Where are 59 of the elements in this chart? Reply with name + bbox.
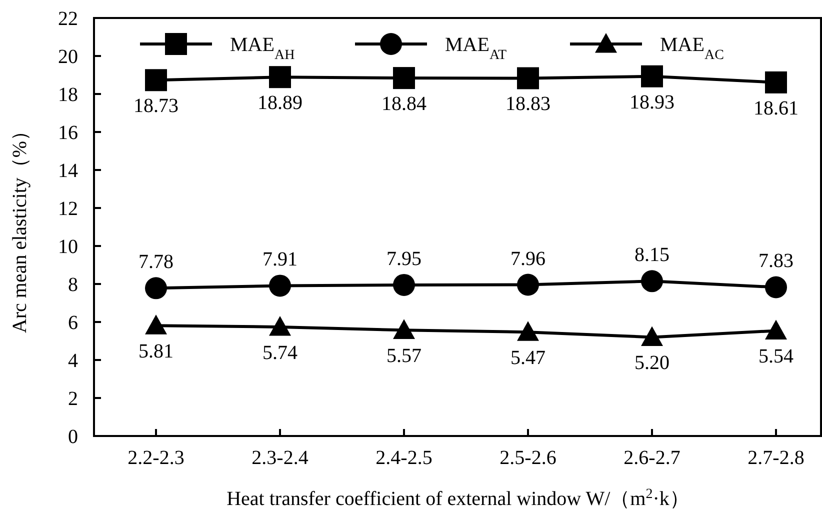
data-label: 8.15 bbox=[634, 244, 670, 266]
data-label: 18.61 bbox=[754, 97, 798, 120]
point bbox=[269, 274, 291, 297]
y-tick-label: 12 bbox=[58, 198, 78, 220]
y-axis-title: Arc mean elasticity（%） bbox=[9, 120, 31, 334]
data-label: 5.54 bbox=[758, 346, 794, 368]
point bbox=[393, 67, 415, 90]
x-tick-label: 2.3-2.4 bbox=[252, 447, 308, 469]
x-tick-label: 2.6-2.7 bbox=[624, 447, 680, 469]
x-axis-title: Heat transfer coefficient of external window W/（m$^{2}$·k） bbox=[226, 486, 690, 510]
data-label: 5.47 bbox=[510, 347, 546, 370]
legend-label: MAE$_{AC}$ bbox=[660, 34, 724, 62]
point bbox=[393, 274, 415, 296]
point bbox=[517, 321, 539, 341]
y-tick-label: 14 bbox=[58, 160, 78, 182]
x-tick-label: 2.4-2.5 bbox=[376, 447, 432, 469]
data-label: 5.81 bbox=[138, 340, 174, 363]
data-label: 18.93 bbox=[630, 91, 674, 114]
point bbox=[393, 319, 415, 339]
data-label: 5.57 bbox=[386, 345, 422, 368]
point bbox=[641, 326, 663, 346]
data-label: 5.74 bbox=[262, 342, 298, 364]
x-tick-label: 2.2-2.3 bbox=[128, 447, 184, 469]
point bbox=[145, 277, 167, 300]
legend-label: MAE$_{AH}$ bbox=[230, 34, 295, 62]
y-tick-label: 6 bbox=[68, 312, 78, 334]
point bbox=[765, 320, 787, 340]
point bbox=[765, 276, 787, 298]
data-label: 7.91 bbox=[262, 248, 298, 271]
y-tick-label: 4 bbox=[68, 350, 78, 372]
data-label: 18.73 bbox=[134, 95, 178, 118]
data-label: 18.83 bbox=[506, 93, 550, 116]
y-tick-label: 2 bbox=[68, 388, 78, 410]
point bbox=[765, 71, 787, 94]
y-tick-label: 0 bbox=[68, 426, 78, 448]
point bbox=[517, 67, 539, 90]
x-tick-label: 2.5-2.6 bbox=[500, 447, 556, 469]
legend-label: MAE$_{AT}$ bbox=[445, 34, 508, 62]
point bbox=[641, 270, 663, 292]
y-tick-label: 16 bbox=[58, 122, 78, 144]
point bbox=[269, 316, 291, 336]
data-label: 5.20 bbox=[634, 352, 670, 374]
y-tick-label: 10 bbox=[58, 236, 78, 258]
data-label: 7.78 bbox=[138, 251, 174, 274]
y-tick-label: 18 bbox=[58, 84, 78, 106]
y-tick-label: 8 bbox=[68, 274, 78, 296]
data-label: 7.95 bbox=[386, 248, 422, 270]
y-tick-label: 20 bbox=[58, 46, 78, 68]
point bbox=[517, 274, 539, 296]
point bbox=[145, 69, 167, 92]
point bbox=[145, 314, 167, 334]
point bbox=[269, 66, 291, 88]
data-label: 7.83 bbox=[758, 250, 794, 272]
point bbox=[641, 65, 663, 88]
data-label: 18.84 bbox=[382, 93, 426, 116]
data-label: 18.89 bbox=[258, 92, 302, 114]
data-label: 7.96 bbox=[510, 248, 546, 270]
x-tick-label: 2.7-2.8 bbox=[748, 447, 804, 469]
y-tick-label: 22 bbox=[58, 8, 78, 30]
